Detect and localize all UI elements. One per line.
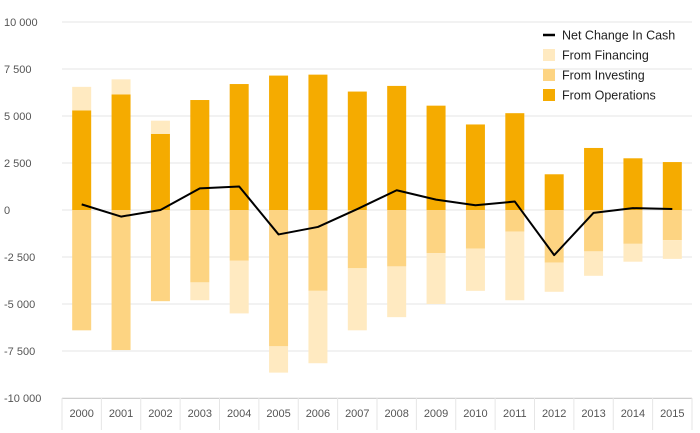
- line-net-change-in-cash: [81, 185, 673, 257]
- legend-item-net-change-in-cash: Net Change In Cash: [543, 29, 675, 43]
- legend-item-from-investing: From Investing: [543, 69, 645, 83]
- x-tick-label: 2010: [463, 408, 487, 420]
- bar-from-investing-2015: [662, 210, 682, 241]
- bar-from-financing-2002: [150, 120, 170, 134]
- x-axis: 2000 2001 2002 2003 2004 2005 2006 2007 2008 2009…: [61, 398, 693, 430]
- bar-from-financing-2000: [72, 86, 92, 111]
- bar-from-investing-2002: [150, 210, 170, 302]
- bar-from-investing-2001: [111, 210, 131, 351]
- x-tick-label: 2009: [424, 408, 448, 420]
- bar-from-investing-2000: [72, 210, 92, 331]
- bar-from-financing-2005: [269, 346, 289, 373]
- x-tick-label: 2007: [345, 408, 369, 420]
- x-tick-label: 2006: [306, 408, 330, 420]
- y-tick-label: -7 500: [4, 346, 35, 358]
- bar-from-operations-2001: [111, 94, 131, 210]
- bar-from-financing-2003: [190, 282, 210, 301]
- bar-from-operations-2002: [150, 133, 170, 210]
- bar-from-investing-2010: [465, 210, 485, 249]
- bar-from-operations-2003: [190, 100, 210, 210]
- bar-from-operations-2004: [229, 84, 249, 210]
- legend-item-from-operations: From Operations: [543, 89, 656, 103]
- legend-label: From Operations: [562, 89, 656, 103]
- bar-from-financing-2010: [465, 248, 485, 291]
- y-tick-label: -10 000: [4, 393, 41, 405]
- legend-swatch: [543, 69, 555, 81]
- bar-from-financing-2013: [584, 251, 604, 276]
- bar-from-investing-2013: [584, 210, 604, 252]
- y-tick-label: 2 500: [4, 158, 32, 170]
- net-change-line: [81, 185, 673, 257]
- bar-from-operations-2007: [347, 91, 367, 210]
- bar-from-financing-2012: [544, 262, 564, 292]
- legend-swatch: [543, 89, 555, 101]
- bar-from-financing-2004: [229, 260, 249, 314]
- bar-from-financing-2007: [347, 268, 367, 331]
- bar-from-investing-2005: [269, 210, 289, 347]
- bar-from-investing-2006: [308, 210, 328, 291]
- x-tick-label: 2004: [227, 408, 251, 420]
- y-tick-label: 5 000: [4, 111, 32, 123]
- bar-from-operations-2013: [584, 147, 604, 210]
- bar-from-operations-2009: [426, 105, 446, 210]
- bar-from-financing-2015: [662, 240, 682, 259]
- x-tick-label: 2003: [188, 408, 212, 420]
- y-tick-label: 10 000: [4, 17, 38, 29]
- bar-from-investing-2007: [347, 210, 367, 269]
- bar-from-operations-2000: [72, 110, 92, 210]
- y-tick-label: 0: [4, 205, 10, 217]
- y-axis: 10 000 7 500 5 000 2 500 0 -2 500 -5 000 -7 500…: [4, 17, 41, 405]
- bar-from-operations-2014: [623, 158, 643, 210]
- x-tick-label: 2000: [69, 408, 93, 420]
- legend-item-from-financing: From Financing: [543, 49, 649, 63]
- legend-label: Net Change In Cash: [562, 29, 675, 43]
- bar-from-investing-2011: [505, 210, 525, 232]
- bar-from-financing-2011: [505, 231, 525, 301]
- bar-from-operations-2005: [269, 75, 289, 210]
- bar-from-financing-2014: [623, 243, 643, 262]
- x-tick-label: 2002: [148, 408, 172, 420]
- x-tick-label: 2008: [384, 408, 408, 420]
- x-tick-label: 2005: [266, 408, 290, 420]
- bar-from-investing-2014: [623, 210, 643, 244]
- bars: [72, 74, 682, 373]
- y-tick-label: 7 500: [4, 64, 32, 76]
- bar-from-investing-2003: [190, 210, 210, 283]
- bar-from-financing-2006: [308, 290, 328, 364]
- bar-from-investing-2004: [229, 210, 249, 261]
- bar-from-operations-2012: [544, 174, 564, 210]
- x-tick-label: 2011: [503, 408, 527, 420]
- x-tick-label: 2001: [109, 408, 133, 420]
- x-tick-label: 2014: [621, 408, 645, 420]
- x-tick-label: 2015: [660, 408, 684, 420]
- legend: Net Change In Cash From Financing From Inv…: [543, 29, 675, 103]
- bar-from-operations-2010: [465, 124, 485, 210]
- bar-from-operations-2006: [308, 74, 328, 210]
- legend-label: From Financing: [562, 49, 649, 63]
- y-tick-label: -5 000: [4, 299, 35, 311]
- bar-from-financing-2001: [111, 79, 131, 95]
- bar-from-investing-2009: [426, 210, 446, 254]
- bar-from-operations-2011: [505, 113, 525, 210]
- y-tick-label: -2 500: [4, 252, 35, 264]
- bar-from-financing-2009: [426, 253, 446, 304]
- legend-swatch: [543, 49, 555, 61]
- bar-from-financing-2008: [387, 266, 407, 318]
- bar-from-operations-2015: [662, 162, 682, 210]
- x-tick-label: 2013: [581, 408, 605, 420]
- bar-from-operations-2008: [387, 85, 407, 210]
- legend-label: From Investing: [562, 69, 645, 83]
- x-tick-label: 2012: [542, 408, 566, 420]
- bar-from-investing-2008: [387, 210, 407, 267]
